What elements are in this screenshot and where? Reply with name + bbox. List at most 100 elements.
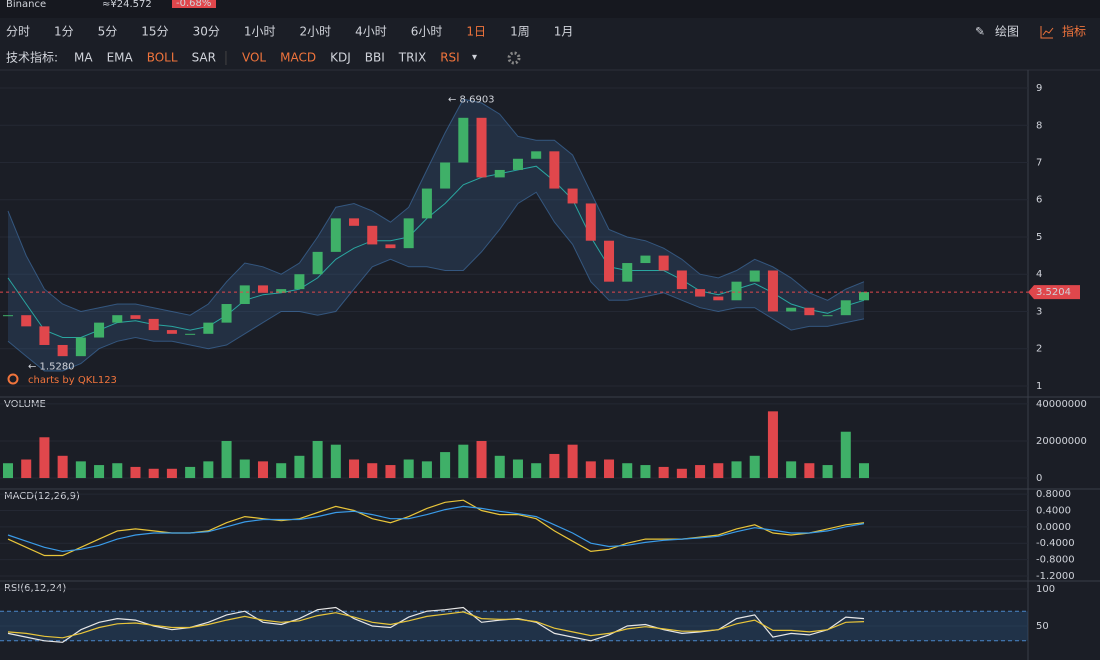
candle: [585, 203, 596, 241]
indicator-icon: [1040, 26, 1054, 39]
interval-button[interactable]: 30分: [193, 25, 220, 39]
candle: [804, 307, 815, 316]
candle: [767, 270, 778, 312]
more-arrow[interactable]: ▾: [472, 52, 477, 63]
change: -0.68%: [176, 0, 211, 9]
y-tick-label: 2: [1036, 344, 1042, 355]
interval-button[interactable]: 2小时: [300, 25, 332, 39]
y-tick-label: 0.0000: [1036, 522, 1071, 533]
candle: [640, 255, 651, 264]
interval-button[interactable]: 6小时: [411, 25, 443, 39]
y-tick-label: 5: [1036, 232, 1042, 243]
interval-button[interactable]: 1分: [54, 25, 74, 39]
candle: [531, 151, 542, 159]
candle: [549, 151, 560, 189]
volume-bar: [786, 461, 797, 479]
volume-bar: [767, 411, 778, 479]
candle: [239, 285, 250, 305]
indicator-button[interactable]: VOL: [242, 51, 266, 65]
candle: [367, 225, 378, 245]
volume-bar: [658, 466, 669, 479]
extreme-annotation: ← 8.6903: [448, 95, 495, 106]
volume-bar: [367, 463, 378, 479]
volume-bar: [185, 466, 196, 479]
volume-bar: [549, 453, 560, 479]
y-tick-label: 100: [1036, 584, 1055, 595]
indicator-button[interactable]: KDJ: [330, 51, 351, 65]
candle: [604, 240, 615, 282]
candle: [257, 285, 268, 293]
indicator-button[interactable]: SAR: [192, 51, 216, 65]
indicator-button[interactable]: BBI: [365, 51, 385, 65]
candle: [349, 218, 360, 226]
candle: [713, 296, 724, 301]
volume-bar: [39, 437, 50, 479]
candle: [276, 289, 287, 293]
volume-bar: [130, 466, 141, 479]
indicator-button[interactable]: TRIX: [398, 51, 426, 65]
price: ≈¥24.572: [102, 0, 152, 10]
candle: [75, 337, 86, 357]
volume-bar: [21, 459, 32, 479]
interval-button[interactable]: 1小时: [244, 25, 276, 39]
volume-bar: [385, 465, 396, 479]
volume-bar: [585, 461, 596, 479]
volume-bar: [312, 440, 323, 479]
volume-bar: [531, 463, 542, 479]
candle: [840, 300, 851, 316]
volume-bar: [749, 455, 760, 479]
y-tick-label: 0.4000: [1036, 505, 1071, 516]
volume-bar: [604, 459, 615, 479]
volume-bar: [257, 461, 268, 479]
draw-button[interactable]: 绘图: [995, 24, 1019, 39]
panel-title: MACD(12,26,9): [4, 491, 80, 502]
volume-bar: [421, 461, 432, 479]
interval-button[interactable]: 1日: [466, 25, 486, 39]
indicators-button[interactable]: 指标: [1062, 24, 1086, 39]
candle: [858, 292, 870, 301]
candle: [330, 218, 341, 252]
candle: [494, 169, 505, 178]
indicator-button[interactable]: BOLL: [147, 51, 178, 65]
volume-bar: [713, 463, 724, 479]
y-tick-label: 0: [1036, 473, 1042, 484]
candle: [312, 251, 323, 275]
candle: [294, 274, 305, 290]
interval-button[interactable]: 5分: [98, 25, 118, 39]
y-tick-label: 6: [1036, 195, 1042, 206]
interval-button[interactable]: 4小时: [355, 25, 387, 39]
candle: [2, 315, 14, 317]
candle: [731, 281, 742, 301]
interval-button[interactable]: 15分: [141, 25, 168, 39]
volume-bar: [112, 463, 123, 479]
candle: [786, 307, 797, 312]
interval-button[interactable]: 1月: [554, 25, 574, 39]
volume-bar: [695, 465, 706, 479]
y-tick-label: -1.2000: [1036, 571, 1075, 582]
last-price-tag: [1028, 285, 1080, 300]
volume-bar: [148, 468, 159, 479]
candle: [39, 326, 50, 345]
candle: [622, 263, 633, 282]
interval-button[interactable]: 分时: [6, 25, 30, 39]
candle: [695, 289, 706, 297]
settings-icon[interactable]: [507, 51, 521, 65]
volume-bar: [676, 468, 687, 479]
volume-bar: [840, 431, 851, 479]
indicator-button[interactable]: RSI: [440, 51, 460, 65]
indicator-line: [7, 505, 865, 553]
y-tick-label: 40000000: [1036, 399, 1087, 410]
candle: [21, 315, 32, 327]
indicator-button[interactable]: MA: [74, 51, 93, 65]
volume-bar: [622, 463, 633, 479]
indicator-button[interactable]: EMA: [107, 51, 134, 65]
volume-bar: [458, 444, 469, 479]
candle: [421, 188, 432, 219]
volume-bar: [276, 463, 287, 479]
indicator-button[interactable]: MACD: [280, 51, 316, 65]
volume-bar: [349, 459, 360, 479]
boll-band: [8, 99, 864, 372]
interval-button[interactable]: 1周: [510, 25, 530, 39]
